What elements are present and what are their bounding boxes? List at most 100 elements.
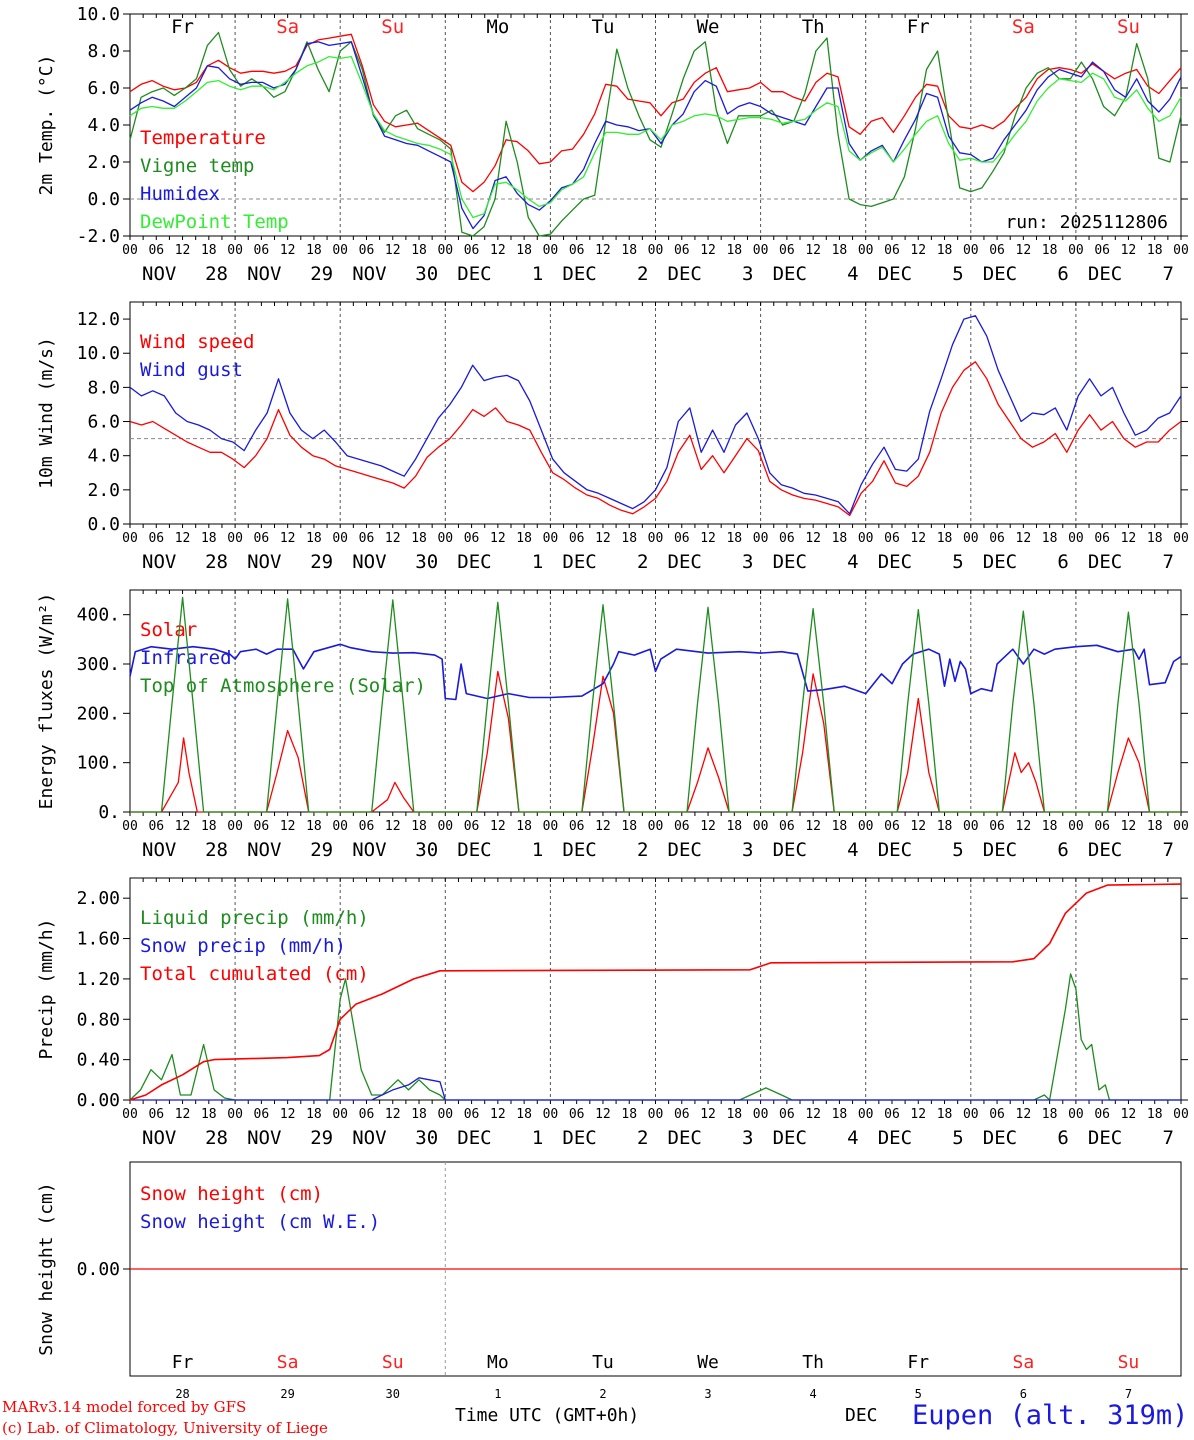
legend-solar: Solar — [140, 619, 197, 641]
day-month-label: DEC — [562, 551, 596, 573]
hour-tick-label: 00 — [1068, 243, 1084, 258]
hour-tick-label: 00 — [648, 531, 664, 546]
series-line-infrared — [129, 643, 1182, 701]
hour-tick-label: 00 — [332, 531, 348, 546]
hour-tick-label: 00 — [963, 531, 979, 546]
hour-tick-label: 06 — [569, 243, 585, 258]
hour-tick-label: 12 — [1121, 819, 1137, 834]
day-month-label: DEC — [773, 551, 807, 573]
day-month-label: DEC — [457, 1127, 491, 1149]
hour-tick-label: 00 — [437, 243, 453, 258]
hour-tick-label: 18 — [201, 1107, 217, 1122]
series-line-top-of-atmosphere-solar- — [130, 596, 1181, 813]
hour-tick-label: 12 — [1121, 243, 1137, 258]
hour-tick-label: 00 — [753, 1107, 769, 1122]
hour-tick-label: 18 — [1147, 819, 1163, 834]
hour-tick-label: 12 — [280, 819, 296, 834]
weekday-label: Su — [381, 16, 404, 38]
hour-tick-label: 06 — [1094, 243, 1110, 258]
legend-wind-gust: Wind gust — [140, 359, 243, 381]
y-tick-label: 0.40 — [77, 1050, 120, 1071]
legend-total-cumulated-cm-: Total cumulated (cm) — [140, 963, 369, 985]
series-line-snow-precip-mm-h- — [130, 1077, 1181, 1101]
hour-tick-label: 12 — [805, 531, 821, 546]
day-month-label: DEC — [773, 839, 807, 861]
y-tick-label: 1.20 — [77, 969, 120, 990]
legend-humidex: Humidex — [140, 183, 220, 205]
day-number-label: 3 — [742, 1127, 753, 1149]
legend-snow-height-cm-: Snow height (cm) — [140, 1183, 323, 1205]
hour-tick-label: 18 — [411, 1107, 427, 1122]
hour-tick-label: 00 — [1068, 1107, 1084, 1122]
hour-tick-label: 06 — [148, 1107, 164, 1122]
day-number-label: 6 — [1057, 551, 1068, 573]
hour-tick-label: 06 — [254, 243, 270, 258]
hour-tick-label: 18 — [201, 531, 217, 546]
y-axis-label: 10m Wind (m/s) — [36, 337, 57, 489]
y-axis-label: 2m Temp. (°C) — [36, 55, 57, 196]
day-number-label: 4 — [847, 263, 858, 285]
y-tick-label: 0.0 — [87, 189, 120, 210]
day-number-label: 1 — [532, 1127, 543, 1149]
day-month-label: DEC — [773, 263, 807, 285]
day-number-label: 29 — [310, 551, 333, 573]
hour-tick-label: 12 — [175, 531, 191, 546]
hour-tick-label: 06 — [884, 1107, 900, 1122]
day-month-label: NOV — [247, 1127, 281, 1149]
hour-tick-label: 06 — [359, 531, 375, 546]
day-number-label: 1 — [532, 263, 543, 285]
weekday-label: Fr — [172, 1352, 194, 1373]
y-axis-label: Precip (mm/h) — [36, 919, 57, 1060]
hour-tick-label: 06 — [254, 531, 270, 546]
hour-tick-label: 00 — [858, 819, 874, 834]
weekday-label: Su — [382, 1352, 404, 1373]
hour-tick-label: 12 — [595, 819, 611, 834]
hour-tick-label: 18 — [201, 819, 217, 834]
y-tick-label: 2.0 — [87, 152, 120, 173]
hour-tick-label: 12 — [490, 819, 506, 834]
day-month-label: DEC — [1088, 839, 1122, 861]
weekday-label: Fr — [907, 1352, 929, 1373]
day-month-label: DEC — [983, 551, 1017, 573]
hour-tick-label: 12 — [280, 1107, 296, 1122]
day-month-label: NOV — [247, 551, 281, 573]
day-month-label: DEC — [668, 551, 702, 573]
day-number-label: 29 — [310, 1127, 333, 1149]
day-month-label: DEC — [983, 263, 1017, 285]
day-number-label: 6 — [1057, 839, 1068, 861]
hour-tick-label: 18 — [832, 1107, 848, 1122]
day-month-label: NOV — [247, 263, 281, 285]
hour-tick-label: 18 — [1042, 1107, 1058, 1122]
hour-tick-label: 06 — [989, 1107, 1005, 1122]
y-tick-label: 0.00 — [77, 1090, 120, 1111]
legend-liquid-precip-mm-h-: Liquid precip (mm/h) — [140, 907, 369, 929]
hour-tick-label: 06 — [254, 1107, 270, 1122]
weekday-label: We — [697, 16, 720, 38]
hour-tick-label: 00 — [227, 1107, 243, 1122]
series-line-wind-speed — [129, 361, 1182, 517]
hour-tick-label: 00 — [753, 819, 769, 834]
day-number-label: 3 — [742, 839, 753, 861]
day-month-label: DEC — [668, 839, 702, 861]
day-number-label: 30 — [415, 263, 438, 285]
hour-tick-label: 12 — [805, 243, 821, 258]
weekday-label: Th — [802, 16, 825, 38]
day-number-label: 7 — [1162, 1127, 1173, 1149]
hour-tick-label: 12 — [1016, 819, 1032, 834]
hour-tick-label: 00 — [648, 819, 664, 834]
day-number-label: 29 — [310, 839, 333, 861]
day-month-label: DEC — [668, 263, 702, 285]
hour-tick-label: 06 — [1094, 1107, 1110, 1122]
hour-tick-label: 00 — [753, 531, 769, 546]
weekday-label: Th — [802, 1352, 824, 1373]
hour-tick-label: 12 — [700, 243, 716, 258]
hour-tick-label: 00 — [122, 531, 138, 546]
day-number-label: 30 — [415, 839, 438, 861]
hour-tick-label: 18 — [306, 243, 322, 258]
day-month-label: NOV — [352, 551, 386, 573]
model-credit: MARv3.14 model forced by GFS — [2, 1398, 247, 1416]
hour-tick-label: 00 — [543, 243, 559, 258]
day-number-label: 5 — [952, 551, 963, 573]
hour-tick-label: 06 — [464, 531, 480, 546]
legend-vigne-temp: Vigne temp — [140, 155, 254, 177]
